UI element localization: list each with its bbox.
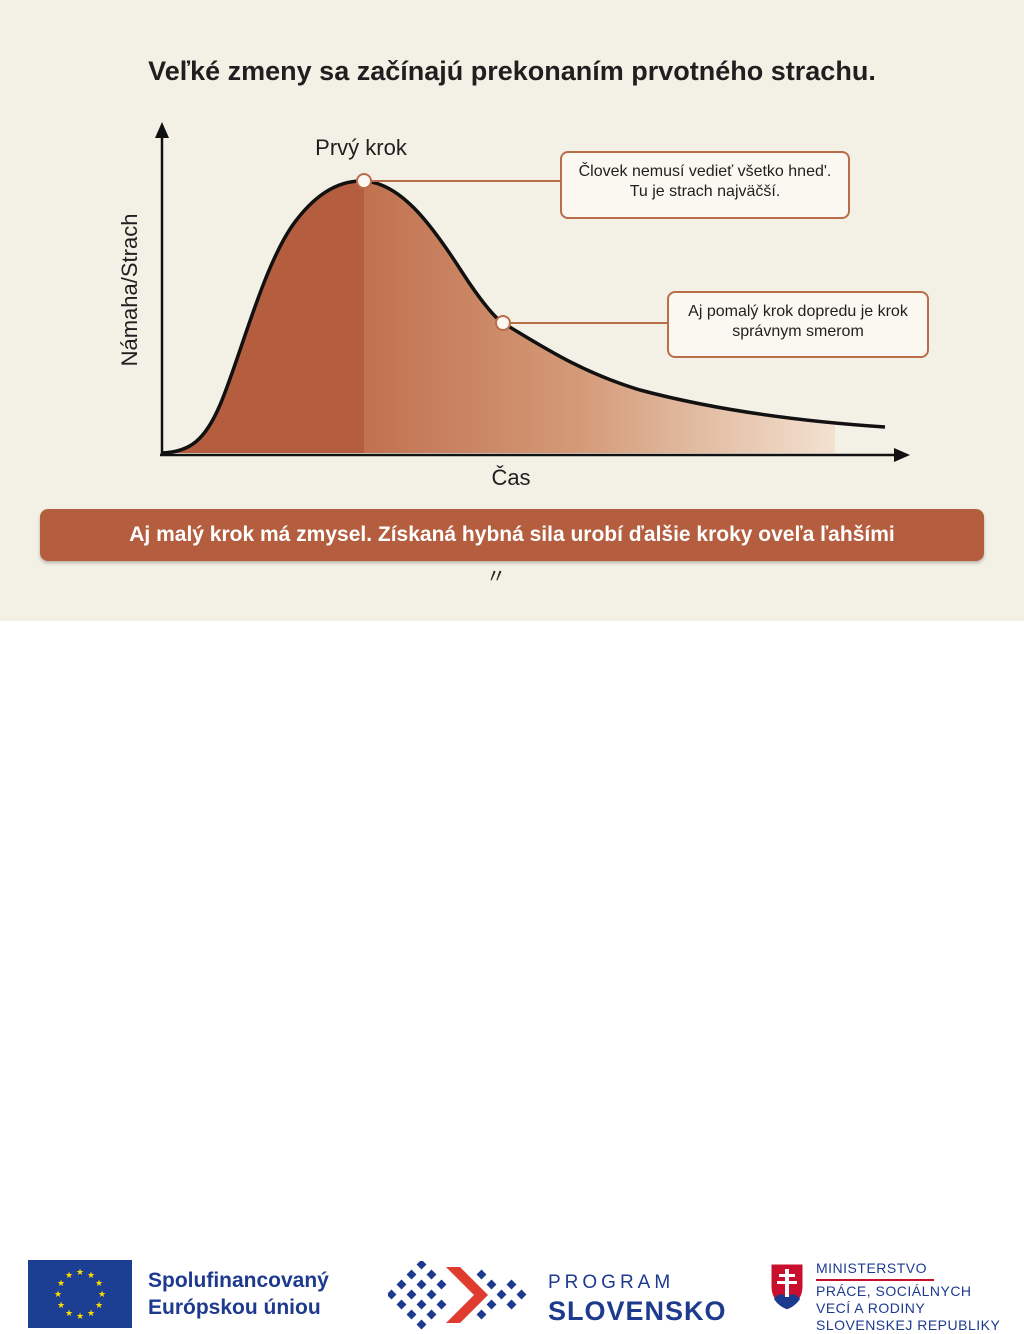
banner-trailing-mark: 〃: [486, 566, 506, 588]
svg-text:★: ★: [76, 1268, 84, 1278]
takeaway-banner: Aj malý krok má zmysel. Získaná hybná si…: [40, 509, 984, 561]
svg-text:★: ★: [54, 1290, 62, 1300]
svg-text:★: ★: [95, 1301, 103, 1311]
ministry-name: MINISTERSTVO PRÁCE, SOCIÁLNYCH VECÍ A RO…: [816, 1260, 1000, 1334]
footer-logos: ★ ★ ★ ★ ★ ★ ★ ★ ★ ★ ★ ★ Spolufinancovaný…: [0, 621, 1024, 1333]
callout-peak-text: Človek nemusí vedieť všetko hned'. Tu je…: [578, 163, 832, 200]
ministry-divider: [816, 1279, 934, 1281]
effort-curve-chart: Prvý krok Čas Námaha/Strach: [117, 122, 910, 490]
y-axis-label: Námaha/Strach: [117, 214, 142, 367]
eu-cofinanced-text: Spolufinancovaný Európskou úniou: [148, 1267, 329, 1321]
svg-text:★: ★: [95, 1279, 103, 1289]
peak-label: Prvý krok: [315, 135, 408, 160]
y-axis-arrow: [155, 122, 169, 138]
slovak-coat-of-arms-icon: [770, 1263, 804, 1311]
x-axis-arrow: [894, 448, 910, 462]
eu-flag-icon: ★ ★ ★ ★ ★ ★ ★ ★ ★ ★ ★ ★: [28, 1260, 132, 1328]
ministry-line-4: SLOVENSKEJ REPUBLIKY: [816, 1317, 1001, 1333]
callout-slope-text: Aj pomalý krok dopredu je krok správnym …: [688, 303, 908, 340]
eu-line-1: Spolufinancovaný: [148, 1269, 329, 1292]
curve-area-after-peak: [364, 181, 835, 453]
svg-text:★: ★: [65, 1309, 73, 1319]
svg-text:★: ★: [87, 1309, 95, 1319]
slope-marker: [495, 315, 511, 331]
effort-curve-line: [161, 179, 886, 455]
svg-text:★: ★: [57, 1301, 65, 1311]
svg-text:★: ★: [76, 1312, 84, 1322]
ministry-line-1: MINISTERSTVO: [816, 1260, 928, 1276]
svg-text:★: ★: [87, 1271, 95, 1281]
callout-slope: Aj pomalý krok dopredu je krok správnym …: [667, 291, 929, 358]
peak-marker: [356, 173, 372, 189]
svg-text:★: ★: [65, 1271, 73, 1281]
eu-line-2: Európskou úniou: [148, 1296, 321, 1319]
page-title: Veľké zmeny sa začínajú prekonaním prvot…: [148, 56, 876, 86]
banner-text: Aj malý krok má zmysel. Získaná hybná si…: [129, 523, 895, 546]
ministry-line-2: PRÁCE, SOCIÁLNYCH: [816, 1283, 972, 1299]
program-name: SLOVENSKO: [548, 1296, 727, 1326]
ministry-line-3: VECÍ A RODINY: [816, 1300, 926, 1316]
svg-text:★: ★: [98, 1290, 106, 1300]
program-slovensko-logo-icon: [388, 1261, 527, 1330]
curve-area-before-peak: [162, 180, 364, 453]
x-axis-label: Čas: [491, 465, 530, 490]
program-word: PROGRAM: [548, 1272, 675, 1293]
svg-text:★: ★: [57, 1279, 65, 1289]
diagram-area: Veľké zmeny sa začínajú prekonaním prvot…: [0, 0, 1024, 621]
callout-peak: Človek nemusí vedieť všetko hned'. Tu je…: [560, 151, 850, 219]
